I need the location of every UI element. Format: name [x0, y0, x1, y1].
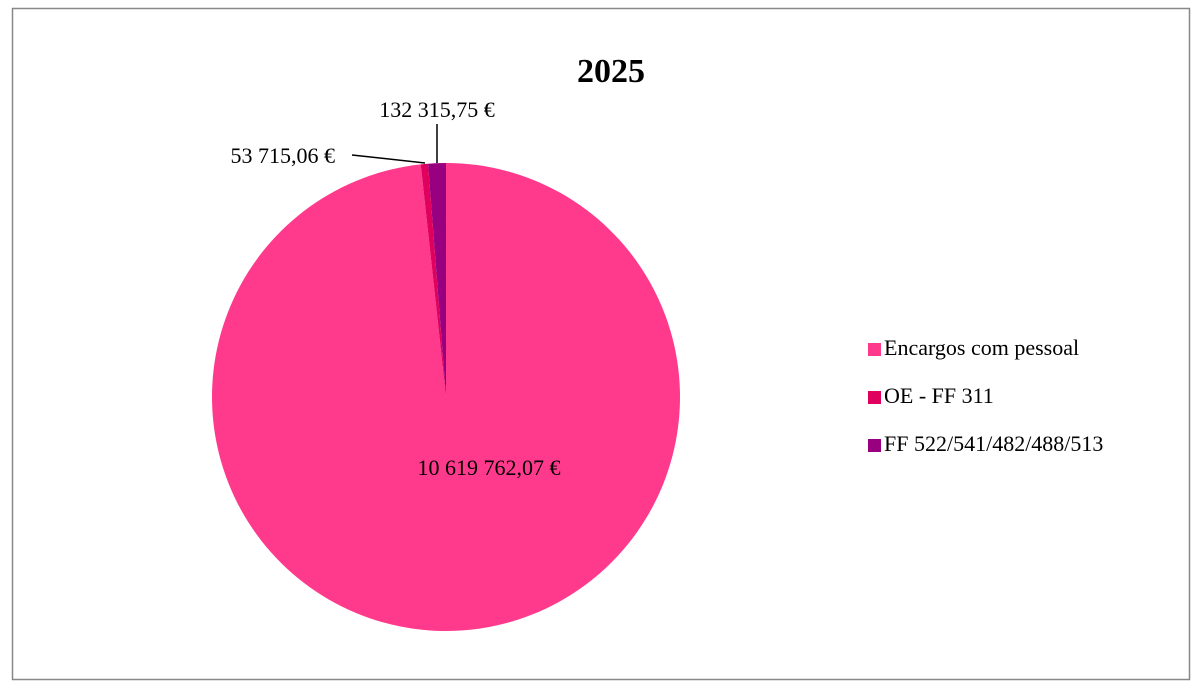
legend-label: FF 522/541/482/488/513 [884, 431, 1103, 456]
legend-swatch [868, 439, 881, 452]
pie-slice [420, 163, 446, 397]
chart-title: 2025 [577, 53, 645, 90]
legend-swatch [868, 343, 881, 356]
legend-swatch [868, 391, 881, 404]
leader-line [351, 154, 426, 164]
legend-label: Encargos com pessoal [884, 335, 1079, 360]
data-label: 132 315,75 € [379, 97, 495, 122]
pie-slice [212, 163, 681, 631]
data-label: 53 715,06 € [231, 143, 336, 168]
pie-slice [428, 163, 446, 397]
legend-label: OE - FF 311 [884, 383, 994, 408]
data-label: 10 619 762,07 € [418, 455, 561, 480]
